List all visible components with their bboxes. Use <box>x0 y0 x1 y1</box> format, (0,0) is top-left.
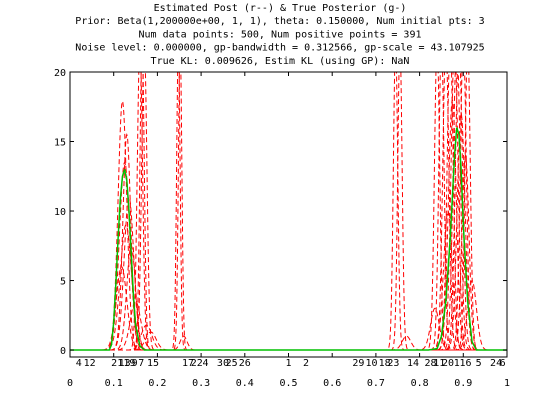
data-point-label: 28 <box>425 358 437 369</box>
x-tick-label: 0 <box>67 378 73 389</box>
data-point-label: 26 <box>239 358 251 369</box>
chart-title-line: Noise level: 0.000000, gp-bandwidth = 0.… <box>75 43 484 54</box>
data-point-label: 12 <box>84 358 96 369</box>
data-point-label: 13 <box>119 358 131 369</box>
x-tick-label: 0.3 <box>192 378 210 389</box>
data-point-label: 6 <box>500 358 506 369</box>
data-point-label: 1 <box>454 358 460 369</box>
data-point-label: 15 <box>147 358 159 369</box>
data-point-label: 4 <box>76 358 82 369</box>
data-point-label: 2 <box>303 358 309 369</box>
data-point-label: 17 <box>182 358 194 369</box>
y-tick-label: 5 <box>60 277 66 288</box>
data-point-label: 18 <box>379 358 391 369</box>
x-tick-label: 0.6 <box>323 378 341 389</box>
y-tick-label: 15 <box>54 138 66 149</box>
chart-title-line: Num data points: 500, Num positive point… <box>139 29 422 40</box>
data-point-label: 9 <box>132 358 138 369</box>
data-point-label: 19 <box>123 358 135 369</box>
data-point-label: 5 <box>476 358 482 369</box>
data-point-label: 10 <box>366 358 378 369</box>
y-tick-label: 20 <box>54 68 66 79</box>
x-tick-label: 0.2 <box>148 378 166 389</box>
x-tick-label: 1 <box>504 378 510 389</box>
data-point-label: 30 <box>217 358 229 369</box>
data-point-label: 29 <box>352 358 364 369</box>
x-tick-label: 0.5 <box>279 378 297 389</box>
true-posterior-curve <box>70 127 507 351</box>
y-tick-label: 0 <box>60 346 66 357</box>
y-tick-label: 10 <box>54 207 66 218</box>
chart-title-line: Prior: Beta(1,200000e+00, 1, 1), theta: … <box>75 16 484 27</box>
data-point-label: 4 <box>202 358 208 369</box>
data-point-label: 14 <box>407 358 419 369</box>
x-tick-label: 0.9 <box>454 378 472 389</box>
x-tick-label: 0.8 <box>411 378 429 389</box>
x-tick-label: 0.1 <box>105 378 123 389</box>
data-point-label: 22 <box>191 358 203 369</box>
data-point-label: 21 <box>111 358 123 369</box>
data-point-label: 7 <box>138 358 144 369</box>
data-point-label: 23 <box>387 358 399 369</box>
data-point-label: 11 <box>433 358 445 369</box>
data-point-label: 1 <box>285 358 291 369</box>
x-tick-label: 0.4 <box>236 378 254 389</box>
data-point-label: 24 <box>490 358 502 369</box>
data-point-label: 16 <box>459 358 471 369</box>
data-point-label: 20 <box>442 358 454 369</box>
chart-title: Estimated Post (r--) & True Posterior (g… <box>75 3 484 67</box>
data-point-label: 25 <box>226 358 238 369</box>
x-tick-label: 0.7 <box>367 378 385 389</box>
chart-title-line: True KL: 0.009626, Estim KL (using GP): … <box>151 56 410 67</box>
plot-curves <box>70 72 507 351</box>
estimated-posterior-curve <box>70 331 507 351</box>
chart-title-line: Estimated Post (r--) & True Posterior (g… <box>154 3 407 14</box>
